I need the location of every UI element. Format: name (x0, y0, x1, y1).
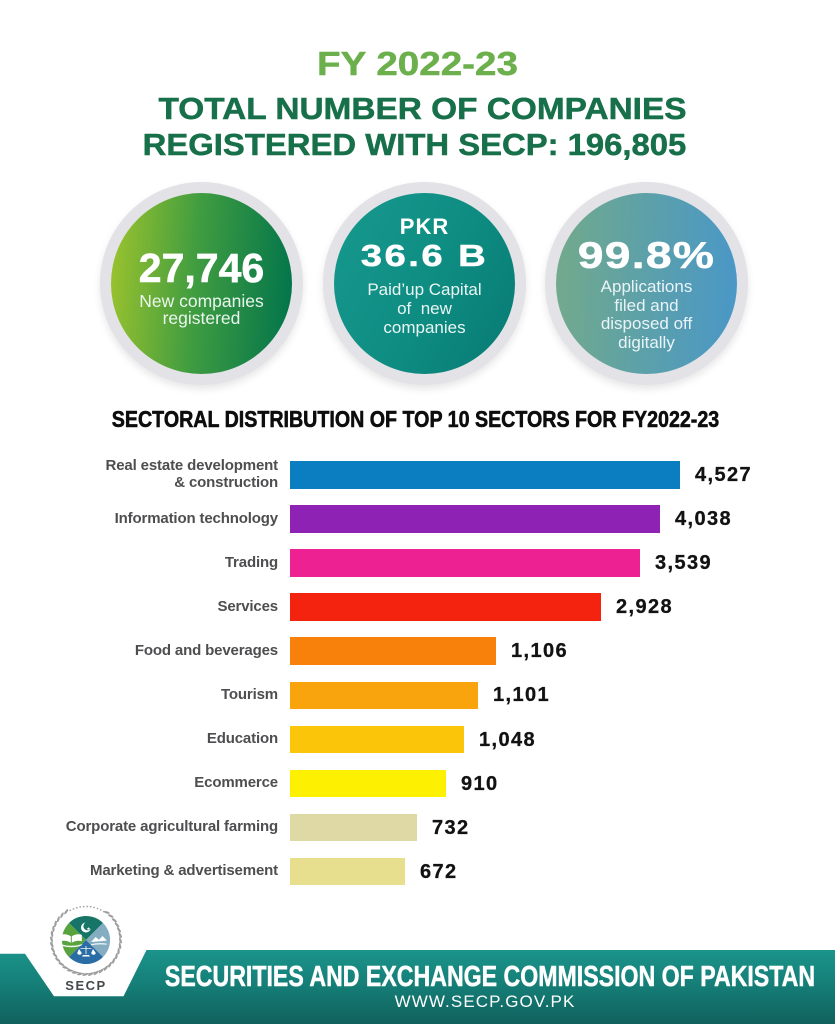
svg-text:SECP: SECP (65, 978, 106, 993)
